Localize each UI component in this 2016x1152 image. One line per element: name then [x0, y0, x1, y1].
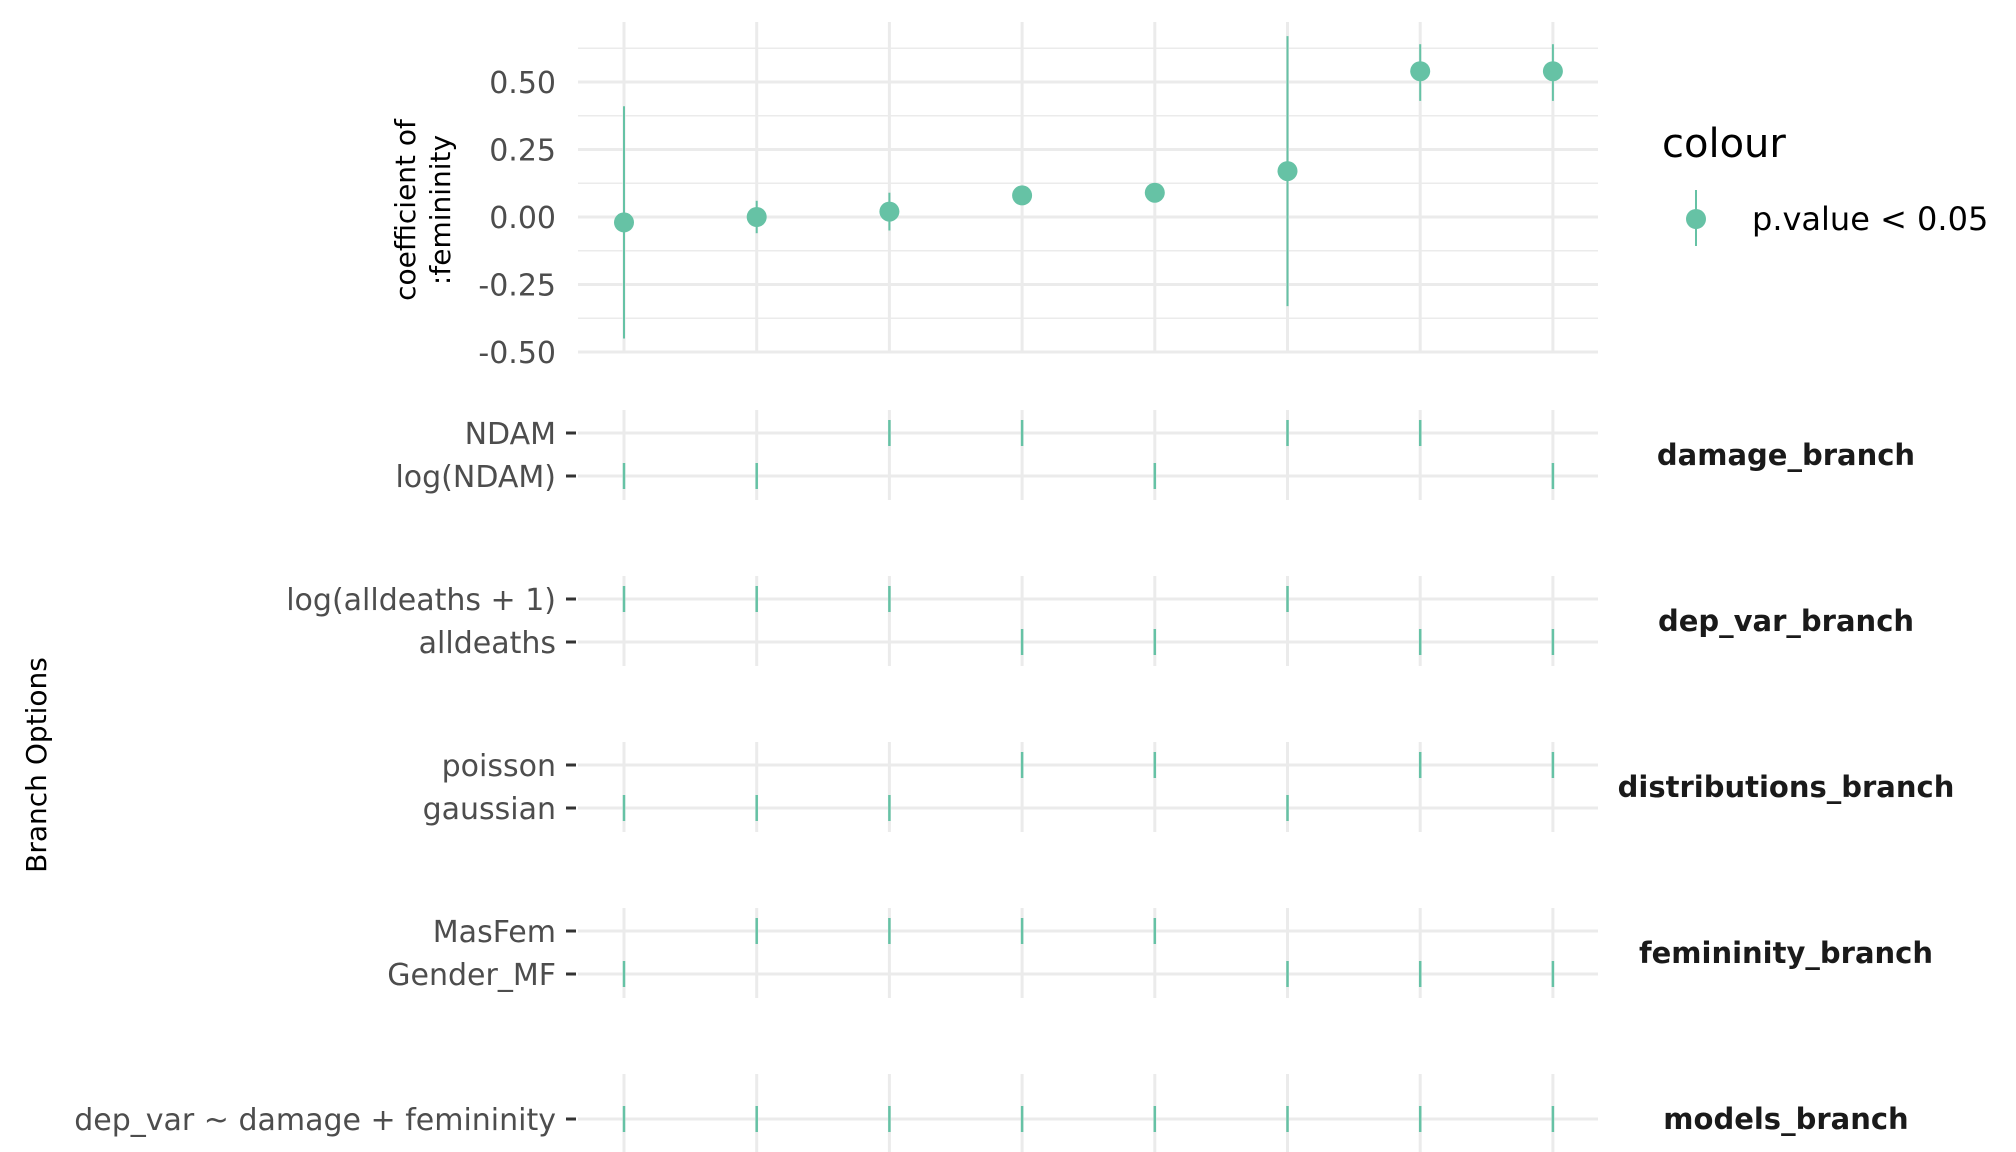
coef-ylabel-line-2: :femininity [424, 135, 457, 285]
coef-point [1144, 182, 1165, 203]
coef-y-tick-label: 0.25 [489, 134, 556, 169]
coef-point [746, 207, 767, 227]
branch-panel-dep_var_branch: log(alldeaths + 1) alldeaths dep_var_branc… [286, 576, 1914, 666]
coef-y-tick-label: -0.50 [478, 336, 556, 371]
coef-point [879, 201, 900, 222]
branch-level-label: log(NDAM) [395, 460, 556, 495]
branch-panel-models_branch: dep_var ~ damage + femininity models_bran… [74, 1074, 1909, 1152]
strip-label: damage_branch [1657, 438, 1915, 472]
strip-label: distributions_branch [1618, 770, 1955, 804]
coef-panel-marks [614, 36, 1563, 339]
strip-label: femininity_branch [1639, 936, 1933, 970]
legend-key-point [1686, 209, 1706, 229]
branch-level-label: log(alldeaths + 1) [286, 583, 556, 618]
coef-ylabel-line-1: coefficient of [389, 118, 422, 301]
branch-level-label: MasFem [433, 915, 556, 950]
branch-level-label: NDAM [465, 417, 556, 452]
coef-point [1410, 61, 1431, 82]
coef-panel-grid: 0.50 0.25 0.00 -0.25 -0.50 [478, 22, 1598, 371]
branch-level-label: dep_var ~ damage + femininity [74, 1103, 556, 1138]
coef-y-tick-label: 0.00 [489, 201, 556, 236]
branch-level-label: poisson [442, 749, 556, 784]
branch-axis-title: Branch Options [20, 657, 53, 873]
coef-y-tick-label: -0.25 [478, 269, 556, 304]
coef-point [614, 212, 634, 233]
strip-label: dep_var_branch [1658, 604, 1914, 638]
branch-level-label: Gender_MF [387, 958, 556, 993]
coef-point [1277, 161, 1298, 182]
coef-y-tick-label: 0.50 [489, 66, 556, 101]
branch-panels: NDAM log(NDAM) damage_branch log(alldeaths … [74, 410, 1954, 1152]
branch-panel-damage_branch: NDAM log(NDAM) damage_branch [395, 410, 1915, 500]
branch-level-label: alldeaths [419, 626, 556, 661]
legend-title: colour [1662, 121, 1786, 167]
coef-point [1012, 185, 1033, 206]
branch-panel-distributions_branch: poisson gaussian distributions_branch [423, 742, 1955, 832]
legend-label: p.value < 0.05 [1752, 200, 1988, 238]
branch-level-label: gaussian [423, 792, 556, 827]
strip-label: models_branch [1663, 1102, 1908, 1136]
coef-point [1542, 61, 1563, 82]
branch-panel-femininity_branch: MasFem Gender_MF femininity_branch [387, 908, 1933, 998]
